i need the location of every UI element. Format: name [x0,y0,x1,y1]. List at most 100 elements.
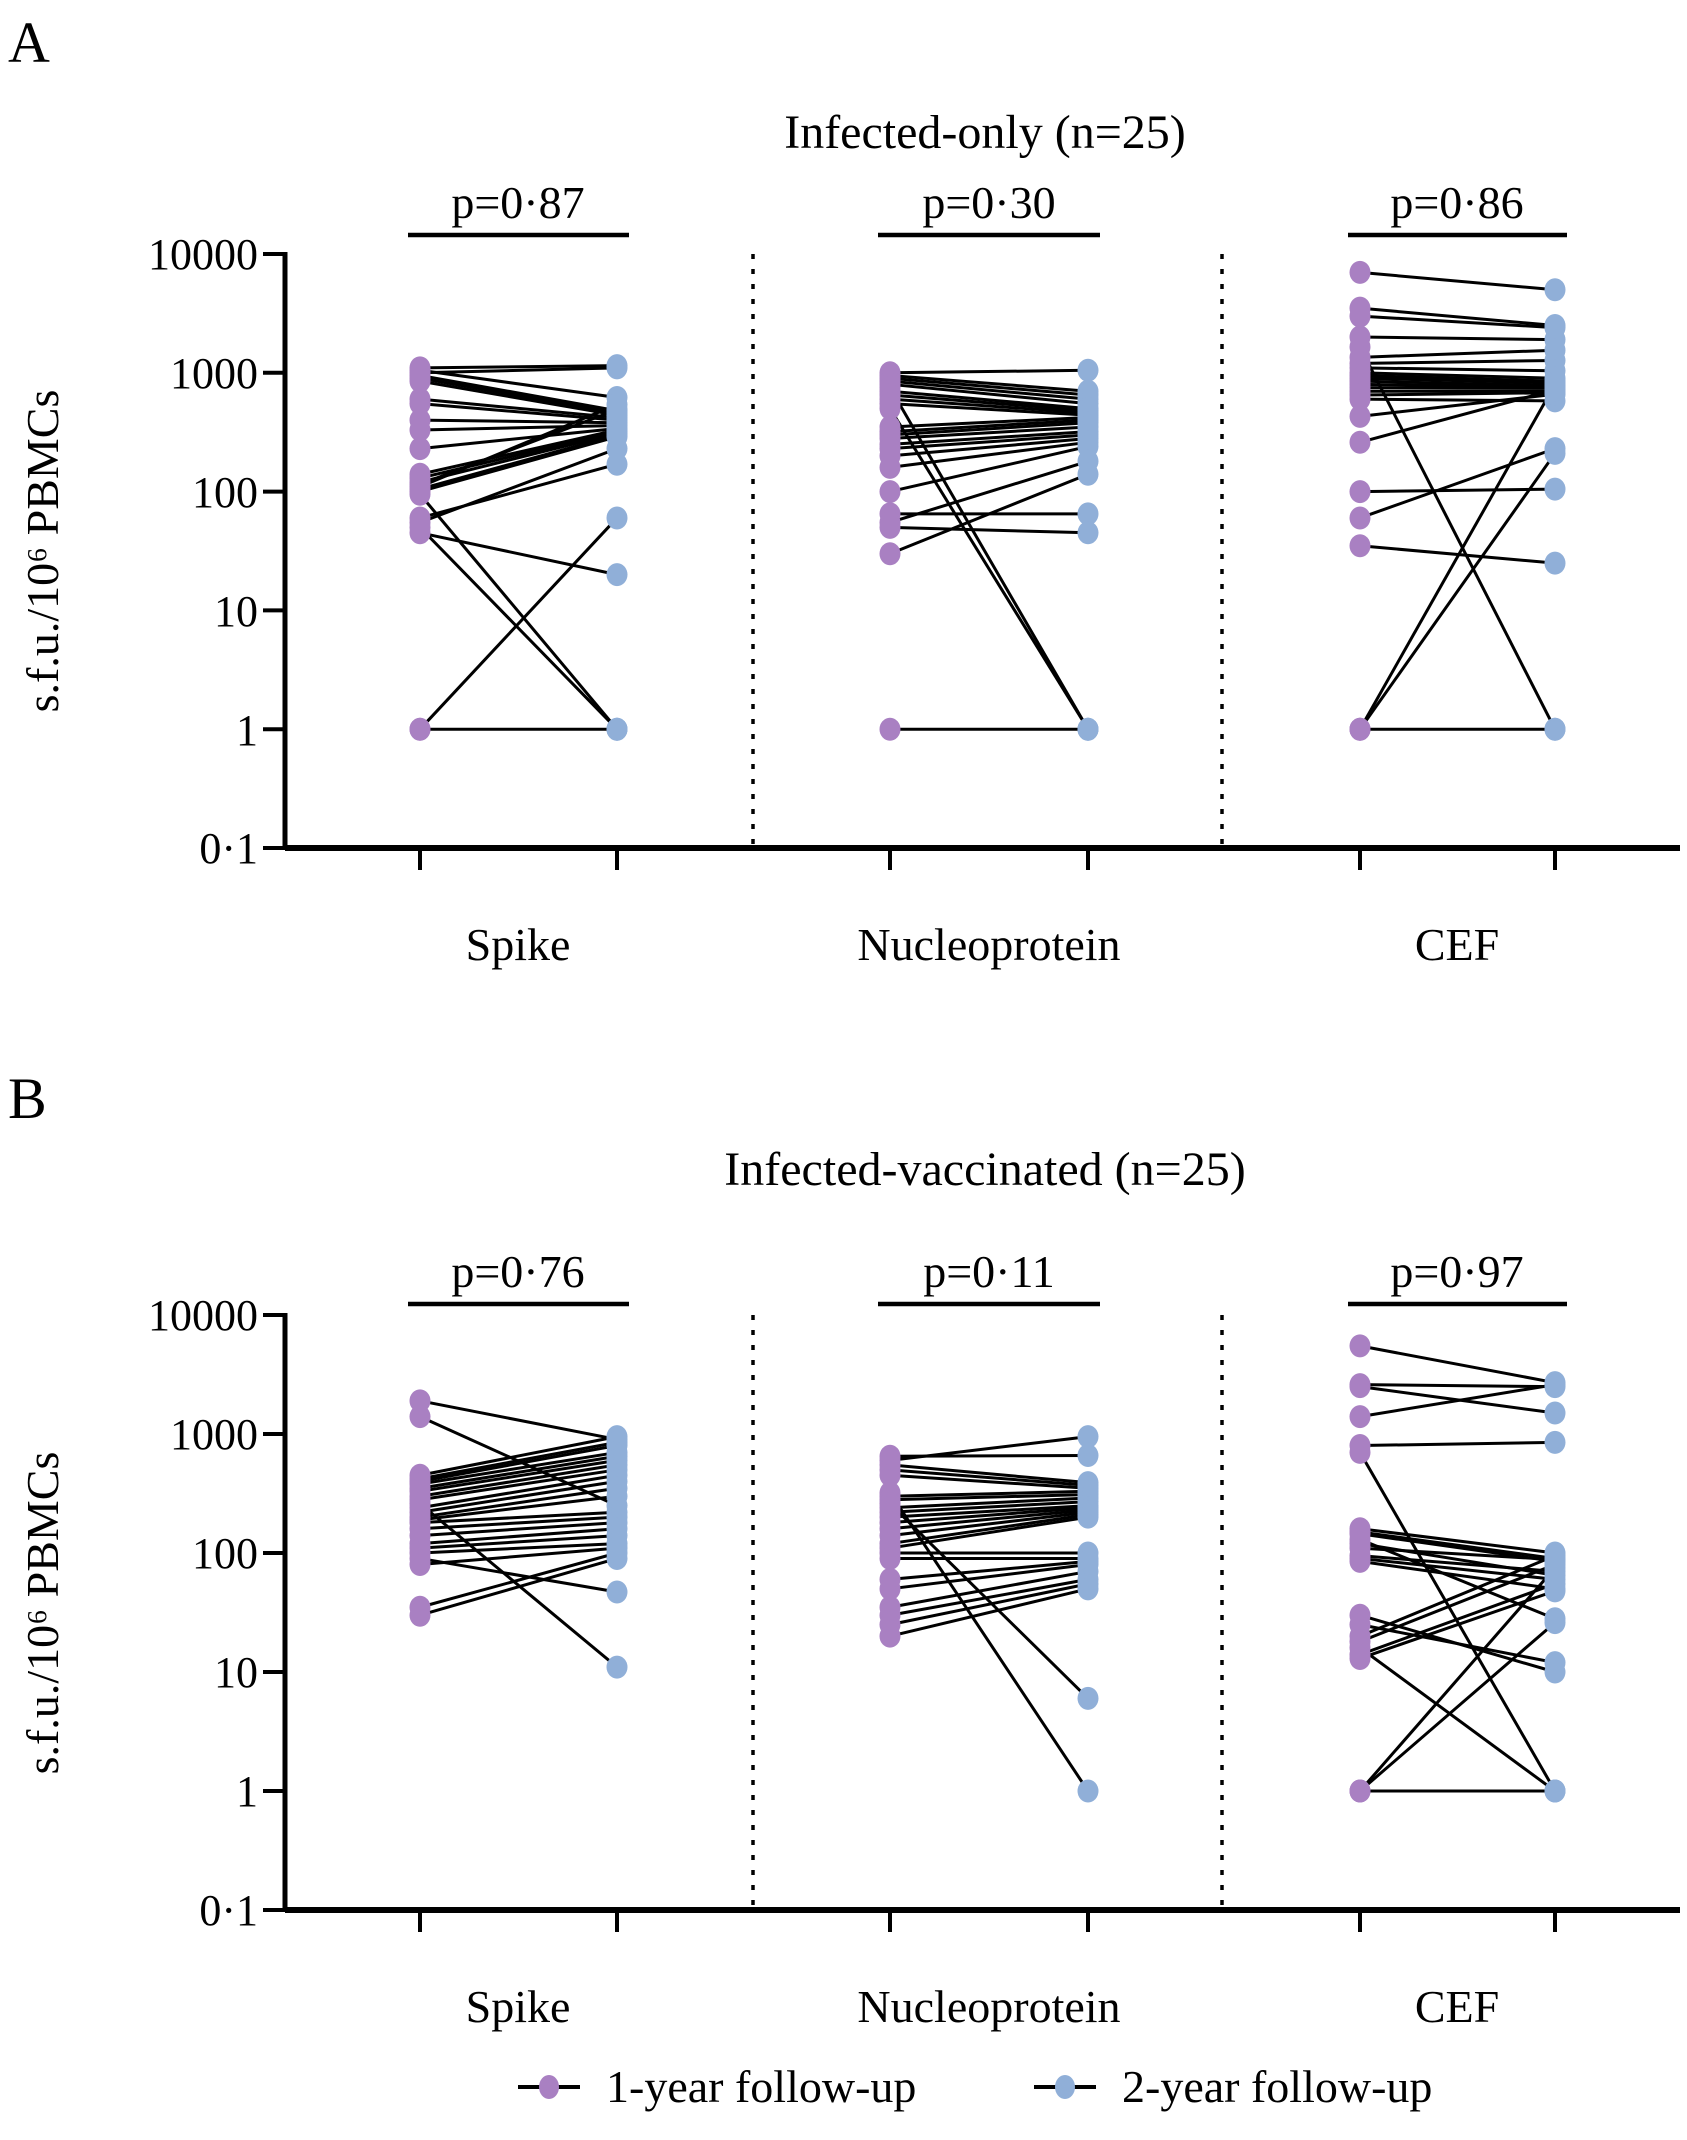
data-point-2-year [606,717,628,741]
pair-connector-line [889,1513,1089,1546]
panel-a-xlabel-spike: Spike [466,919,571,970]
panel-a-ytick-100: 100 [192,468,258,517]
data-point-1-year [409,1553,431,1577]
pair-connector-line [889,1468,1089,1487]
pair-connector-line [1359,397,1556,403]
pair-connector-line [1359,270,1556,292]
data-point-2-year [1544,1430,1566,1454]
data-point-2-year [1077,502,1099,526]
data-point-2-year [1077,1425,1099,1449]
data-point-1-year [409,717,431,741]
pair-connector-line [888,1502,1090,1700]
pair-connector-line [889,389,1089,411]
pair-connector-line [1359,379,1556,388]
data-point-1-year [1349,480,1371,504]
data-point-1-year [879,455,901,479]
panel-b-letter: B [8,1066,47,1131]
panel-a-y-axis-label: s.f.u./10⁶ PBMCs [17,390,68,713]
pair-connector-line [889,1582,1089,1627]
pair-connector-line [418,516,619,731]
pair-connector-line [889,1563,1089,1591]
pair-connector-line [419,1440,618,1481]
panel-b-xlabel-spike: Spike [466,1981,571,2032]
pair-connector-line [1359,1440,1556,1448]
data-point-1-year [409,392,431,416]
legend: 1-year follow-up 2-year follow-up [518,2061,1432,2112]
pair-connector-line [889,397,1089,415]
pair-connector-line [888,386,1090,730]
pair-connector-line [889,1489,1089,1498]
data-point-1-year [1349,717,1371,741]
data-point-1-year [879,397,901,421]
data-point-2-year [1544,372,1566,396]
pair-connector-line [889,1587,1089,1638]
pair-connector-line [1359,1383,1556,1389]
pair-connector-line [889,459,1089,524]
data-point-1-year [1349,1549,1371,1573]
data-point-2-year [606,1546,628,1570]
pair-connector-line [419,433,618,491]
pair-connector-line [889,368,1089,375]
pair-connector-line [889,1435,1089,1462]
pair-connector-line [889,436,1089,458]
pair-connector-line [889,1504,1089,1519]
data-point-2-year [1077,358,1099,382]
data-point-1-year [409,418,431,442]
data-point-1-year [409,1405,431,1429]
panel-a-cef-pvalue: p=0·86 [1390,177,1523,228]
data-point-1-year [1349,430,1371,454]
pair-connector-line [1358,1566,1557,1792]
data-point-1-year [879,480,901,504]
legend-1-year-dot-icon [539,2075,559,2099]
data-point-1-year [1349,1646,1371,1670]
panel-b-ytick-10: 10 [214,1648,258,1697]
pair-connector-line [1359,358,1556,365]
pair-connector-line [419,1546,618,1567]
pair-connector-line [419,364,618,370]
pair-connector-line [1359,1559,1556,1591]
panel-b-ytick-1000: 1000 [170,1410,258,1459]
pair-connector-line [889,373,1089,393]
pair-connector-line [419,1444,618,1483]
data-point-1-year [1349,1334,1371,1358]
panel-a-ytick-1: 1 [236,706,258,755]
pair-connector-line [419,1473,618,1510]
panel-b-ytick-0-1: 0·1 [199,1886,258,1935]
pair-connector-line [419,424,618,432]
panel-a-plot-area [263,232,1680,870]
panel-b-cef-pvalue: p=0·97 [1390,1246,1523,1297]
data-point-1-year [879,1624,901,1648]
pair-connector-line [1359,1530,1556,1560]
pair-connector-line [419,379,618,417]
data-point-1-year [1349,1440,1371,1464]
data-point-1-year [879,542,901,566]
pair-connector-line [419,1450,618,1486]
data-point-1-year [1349,1375,1371,1399]
data-point-2-year [1077,1577,1099,1601]
pair-connector-line [1359,371,1556,380]
panel-b-ytick-10000: 10000 [148,1291,258,1340]
panel-b-nucleoprotein-pvalue: p=0·11 [923,1246,1055,1297]
data-point-2-year [1544,477,1566,501]
data-point-1-year [409,521,431,545]
pair-connector-line [1359,1621,1556,1793]
data-point-1-year [1349,387,1371,411]
pair-connector-line [419,447,618,524]
pair-connector-line [889,418,1089,434]
panel-a-ytick-10000: 10000 [148,230,258,279]
pair-connector-line [889,1510,1089,1538]
pair-connector-line [1359,376,1556,385]
panel-b-ytick-1: 1 [236,1767,258,1816]
pair-connector-line [1359,1554,1556,1638]
pair-connector-line [1359,487,1556,494]
panel-a-spike-pvalue: p=0·87 [451,177,584,228]
data-point-2-year [606,1580,628,1604]
data-point-1-year [879,717,901,741]
pair-connector-line [1359,314,1556,330]
pair-connector-line [1359,1582,1556,1657]
pair-connector-line [889,430,1089,446]
legend-2-year-label: 2-year follow-up [1122,2061,1432,2112]
pair-connector-line [889,1493,1089,1502]
pair-connector-line [889,1515,1089,1550]
